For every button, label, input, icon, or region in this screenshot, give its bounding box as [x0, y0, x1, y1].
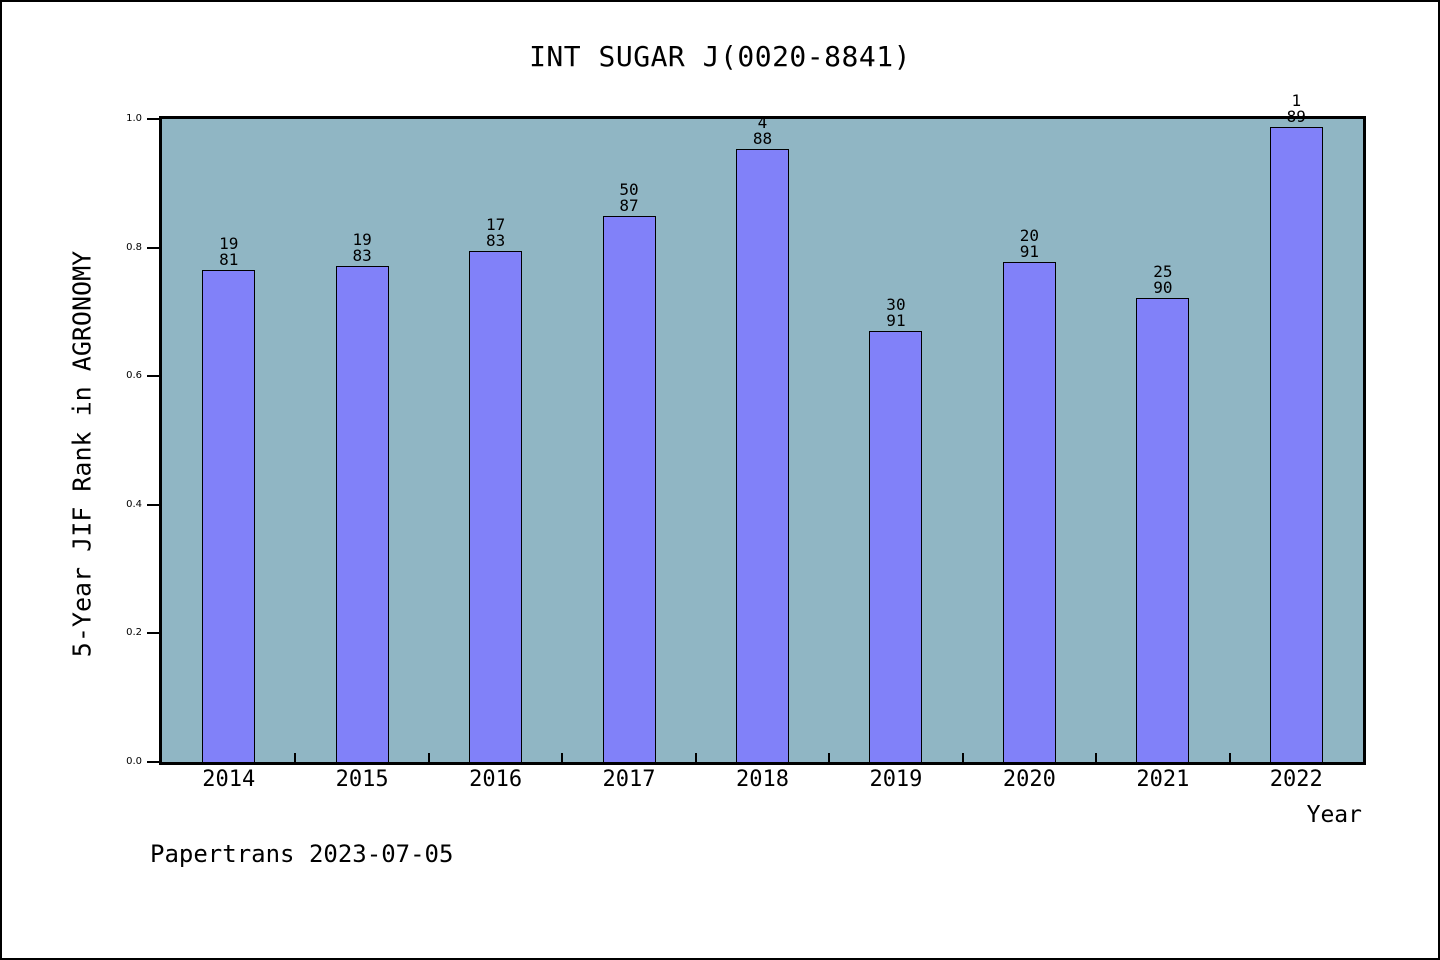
bar-2017 [602, 216, 656, 762]
x-tick-label-2020: 2020 [1002, 767, 1056, 792]
bar-label-2016: 17 83 [485, 215, 506, 250]
x-minor-tick [294, 753, 297, 762]
y-tick [147, 375, 159, 378]
bar-label-2020: 20 91 [1019, 226, 1040, 261]
y-tick [147, 503, 159, 506]
y-tick-label: 0.8 [126, 241, 142, 253]
y-tick-label: 0.6 [126, 370, 142, 382]
chart-title: INT SUGAR J(0020-8841) [529, 40, 911, 73]
bar-label-2017: 50 87 [619, 180, 639, 215]
bar-label-2021: 25 90 [1153, 262, 1173, 297]
x-tick-label-2022: 2022 [1269, 767, 1323, 792]
y-tick [147, 761, 159, 763]
x-minor-tick [694, 753, 697, 762]
x-tick-label-2019: 2019 [869, 767, 923, 792]
x-minor-tick [828, 753, 831, 762]
x-tick-label-2016: 2016 [469, 767, 523, 792]
bar-2020 [1002, 262, 1056, 762]
bar-2016 [469, 251, 523, 762]
y-tick [147, 632, 159, 635]
bar-label-2022: 1 89 [1286, 91, 1306, 126]
bar-2022 [1269, 127, 1323, 762]
x-axis-label: Year [1306, 802, 1362, 828]
x-minor-tick [1095, 753, 1098, 762]
bar-2015 [335, 266, 389, 762]
footer-watermark: Papertrans 2023-07-05 [150, 840, 454, 868]
x-minor-tick [561, 753, 564, 762]
bar-2021 [1136, 298, 1190, 762]
x-minor-tick [961, 753, 964, 762]
plot-area: 19 81 2014 19 83 2015 17 83 2016 50 87 2017 4 88… [126, 93, 1366, 792]
y-tick-label: 1.0 [126, 113, 142, 124]
bar-label-2015: 19 83 [352, 230, 372, 265]
bar-label-2019: 30 91 [886, 295, 906, 330]
y-tick-label: 0.4 [126, 498, 142, 510]
bar-label-2014: 19 81 [219, 234, 239, 269]
bar-2014 [202, 270, 256, 762]
x-minor-tick [1228, 753, 1231, 762]
bar-2019 [869, 331, 923, 762]
y-tick-label: 0.0 [126, 756, 142, 767]
y-tick [147, 118, 159, 120]
x-minor-tick [427, 753, 430, 762]
x-tick-label-2015: 2015 [335, 767, 389, 792]
x-tick-label-2018: 2018 [736, 767, 789, 792]
bar-label-2018: 4 88 [752, 113, 773, 148]
x-tick-label-2021: 2021 [1136, 767, 1190, 792]
y-tick-label: 0.2 [126, 627, 142, 639]
bar-2018 [736, 149, 789, 762]
x-tick-label-2014: 2014 [202, 767, 256, 792]
y-tick [147, 246, 159, 249]
x-tick-label-2017: 2017 [602, 767, 656, 792]
y-axis-label: 5-Year JIF Rank in AGRONOMY [67, 250, 97, 658]
